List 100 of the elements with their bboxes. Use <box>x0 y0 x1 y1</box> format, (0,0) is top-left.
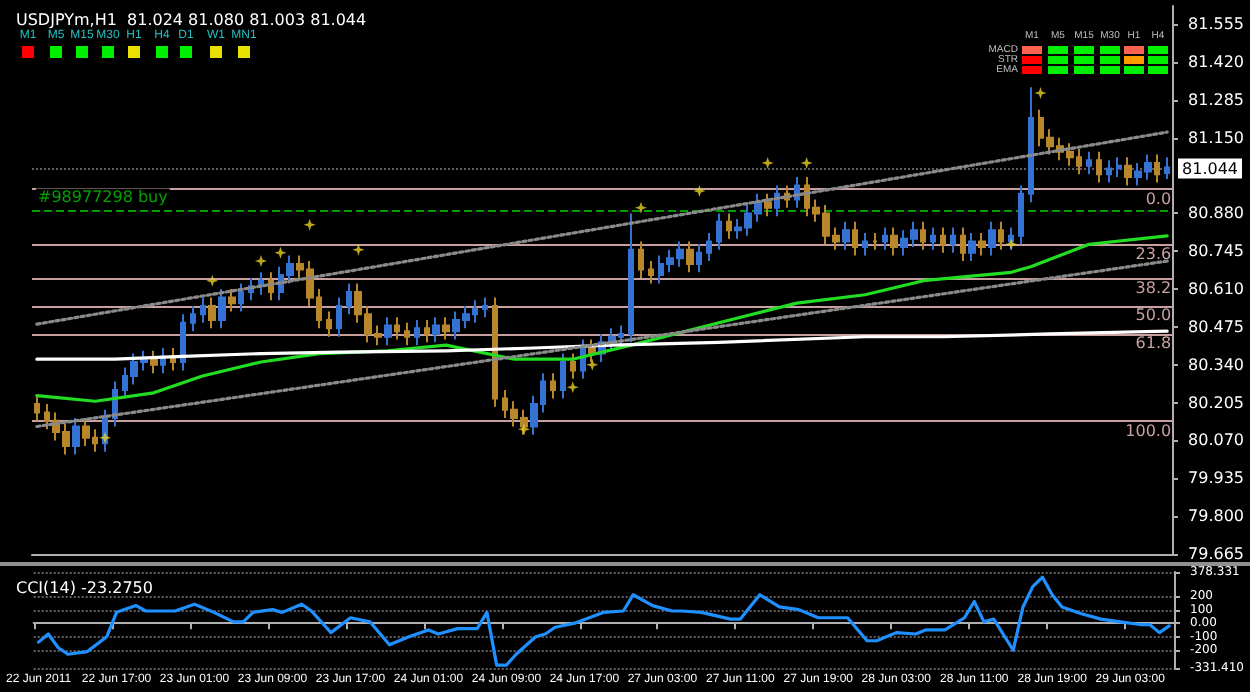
candlestick <box>404 321 410 347</box>
candlestick <box>180 313 186 372</box>
candlestick <box>560 352 566 400</box>
point <box>761 156 774 169</box>
candlestick <box>424 318 430 344</box>
point <box>518 423 531 436</box>
candlestick <box>968 232 976 263</box>
y-tick-label: 80.340 <box>1188 355 1245 374</box>
candlestick <box>842 220 850 251</box>
chart-title: USDJPYm,H1 81.024 81.080 81.003 81.044 <box>16 11 367 29</box>
candlestick <box>228 288 236 313</box>
y-tick-label: 81.150 <box>1188 128 1245 147</box>
point <box>206 274 219 287</box>
chart-title: CCI(14) -23.2750 <box>16 579 153 597</box>
y-tick-label: 81.555 <box>1188 15 1245 34</box>
point <box>254 255 267 268</box>
candlestick <box>208 296 216 330</box>
line-series <box>35 234 1169 403</box>
candlestick <box>218 288 226 330</box>
candlestick <box>238 282 244 313</box>
candlestick <box>200 296 206 324</box>
candlestick <box>940 226 946 254</box>
candlestick <box>190 304 196 333</box>
candlestick <box>638 240 644 279</box>
point <box>274 246 287 259</box>
candlestick <box>764 192 772 218</box>
candlestick <box>384 316 392 347</box>
annotation: 0.0 <box>1145 189 1172 208</box>
candlestick <box>1018 184 1024 246</box>
annotation: 61.8 <box>1135 333 1172 352</box>
candlestick <box>852 220 858 257</box>
candlestick <box>862 232 868 257</box>
candlestick <box>686 240 694 274</box>
candlestick <box>326 310 332 338</box>
candlestick <box>414 318 420 347</box>
candlestick <box>394 316 400 341</box>
candlestick <box>1154 153 1160 184</box>
candlestick <box>346 282 352 316</box>
y-tick-label: 79.935 <box>1188 469 1245 488</box>
candlestick <box>872 232 878 251</box>
candlestick <box>1096 150 1102 184</box>
candlestick <box>890 226 898 257</box>
candlestick <box>1086 150 1092 176</box>
y-tick-label: 80.880 <box>1188 204 1245 223</box>
y-tick-label: 80.205 <box>1188 393 1245 412</box>
candlestick <box>1124 156 1132 187</box>
candlestick <box>150 349 158 375</box>
point <box>1005 238 1018 251</box>
candlestick <box>1164 156 1170 180</box>
candlestick <box>72 417 80 456</box>
point <box>303 218 316 231</box>
annotation: 23.6 <box>1135 244 1172 263</box>
ref-line-label: #98977298 buy <box>38 187 169 206</box>
annotation: 50.0 <box>1135 306 1172 325</box>
point <box>693 185 706 197</box>
y-tick-label: 81.285 <box>1188 90 1245 109</box>
candlestick <box>706 232 712 263</box>
candlestick <box>726 212 732 240</box>
candlestick <box>258 271 264 296</box>
candlestick <box>442 316 450 341</box>
candlestick <box>978 232 986 257</box>
annotation: 38.2 <box>1135 278 1172 297</box>
candlestick <box>482 296 488 319</box>
candlestick <box>930 226 936 251</box>
candlestick <box>550 372 556 400</box>
y-tick-label: 79.800 <box>1188 507 1245 526</box>
candlestick <box>882 226 888 251</box>
annotation: 100.0 <box>1125 422 1172 441</box>
candlestick <box>998 220 1004 251</box>
point <box>1034 86 1047 99</box>
y-tick-label: 80.745 <box>1188 242 1245 261</box>
point <box>566 381 579 394</box>
candlestick <box>432 316 440 344</box>
ref-line-label: 81.044 <box>1182 159 1239 178</box>
candlestick <box>648 260 654 285</box>
candlestick <box>336 296 342 338</box>
candlestick <box>492 296 498 408</box>
y-tick-label: 80.610 <box>1188 280 1245 299</box>
candlestick <box>960 226 966 263</box>
candlestick <box>1116 156 1122 178</box>
candlestick <box>1028 86 1034 204</box>
y-tick-label: 80.475 <box>1188 317 1245 336</box>
candlestick <box>988 220 996 257</box>
point <box>352 243 365 256</box>
point <box>800 156 813 169</box>
candlestick <box>570 352 576 380</box>
line-series <box>35 329 1169 361</box>
point <box>99 431 112 444</box>
candlestick <box>950 226 956 254</box>
candlestick <box>1106 159 1112 184</box>
y-tick-label: 81.420 <box>1188 53 1245 72</box>
candlestick <box>34 394 40 422</box>
candlestick <box>696 243 702 274</box>
point <box>586 358 599 371</box>
y-tick-label: 80.070 <box>1188 431 1245 450</box>
point <box>634 201 647 214</box>
candlestick <box>82 417 90 448</box>
candlestick <box>628 212 634 344</box>
y-tick-label: 79.665 <box>1188 545 1245 563</box>
candlestick <box>716 212 722 251</box>
